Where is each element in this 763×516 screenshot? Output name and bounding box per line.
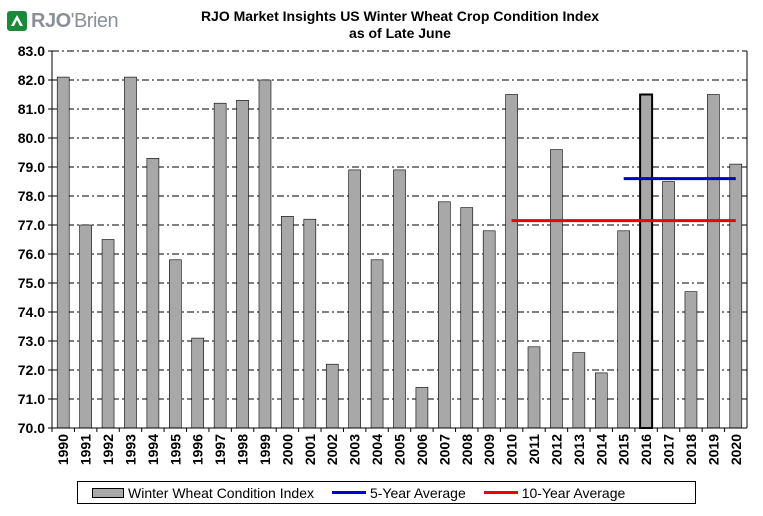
legend-item-condition-index: Winter Wheat Condition Index	[92, 485, 314, 501]
bar	[393, 169, 406, 429]
y-tick-label: 80.0	[18, 130, 45, 146]
bar	[303, 218, 317, 429]
x-tick-label: 2000	[279, 434, 295, 465]
bar	[460, 207, 474, 429]
bar	[258, 79, 272, 429]
bar	[505, 94, 518, 429]
y-tick-label: 70.0	[18, 420, 45, 436]
y-tick-label: 74.0	[18, 304, 45, 320]
y-tick-label: 83.0	[18, 43, 45, 59]
bar	[707, 94, 720, 429]
bar	[325, 363, 339, 429]
x-tick-label: 2009	[481, 434, 497, 465]
y-tick-label: 77.0	[18, 217, 45, 233]
bar	[662, 181, 675, 429]
x-tick-label: 2010	[504, 434, 520, 465]
bar	[550, 149, 563, 429]
bar	[415, 387, 429, 429]
legend-label-10yr: 10-Year Average	[521, 484, 626, 501]
bar	[370, 259, 384, 429]
legend-item-5yr: 5-Year Average	[331, 484, 466, 501]
legend-label-5yr: 5-Year Average	[369, 484, 466, 501]
y-tick-label: 72.0	[18, 362, 45, 378]
x-tick-label: 2016	[638, 434, 654, 465]
bar	[213, 102, 227, 429]
bar	[281, 216, 294, 429]
x-tick-label: 2014	[593, 434, 609, 465]
legend-5yr-swatch	[331, 491, 366, 494]
bar	[617, 230, 630, 429]
bar	[438, 201, 451, 429]
x-tick-label: 2005	[392, 434, 408, 465]
x-tick-label: 1999	[257, 434, 273, 465]
bar	[594, 372, 608, 429]
y-tick-label: 71.0	[18, 391, 45, 407]
x-tick-label: 2002	[324, 434, 340, 465]
bars	[56, 76, 743, 429]
y-tick-label: 75.0	[18, 275, 45, 291]
x-tick-label: 1993	[122, 434, 138, 465]
x-tick-label: 1996	[190, 434, 206, 465]
bar	[124, 76, 137, 429]
bar	[348, 169, 361, 429]
x-tick-label: 2001	[302, 434, 318, 465]
logo-text: RJO'Brien	[31, 9, 119, 32]
bar	[482, 230, 496, 429]
y-tick-label: 76.0	[18, 246, 45, 262]
average-lines	[511, 177, 736, 223]
x-tick-label: 2017	[661, 434, 677, 465]
x-tick-label: 2015	[616, 434, 632, 465]
x-tick-label: 2006	[414, 434, 430, 465]
x-tick-label: 1992	[100, 434, 116, 465]
legend-item-10yr: 10-Year Average	[483, 484, 626, 501]
chart-title-line-2: as of Late June	[349, 25, 451, 41]
x-tick-label: 1995	[167, 434, 183, 465]
bar	[101, 239, 115, 429]
y-tick-label: 79.0	[18, 159, 45, 175]
x-tick-label: 2013	[571, 434, 587, 465]
legend-label-condition-index: Winter Wheat Condition Index	[128, 484, 314, 501]
bar	[527, 346, 541, 429]
brand-logo: RJO'Brien	[6, 8, 119, 34]
x-tick-label: 2003	[347, 434, 363, 465]
x-tick-label: 2018	[683, 434, 699, 465]
chart-title-line-1: RJO Market Insights US Winter Wheat Crop…	[200, 8, 600, 24]
bar	[684, 291, 698, 429]
bar	[639, 93, 654, 429]
y-tick-label: 78.0	[18, 188, 45, 204]
legend-10yr-swatch	[483, 491, 518, 494]
x-tick-label: 1991	[78, 434, 94, 465]
x-tick-label: 2008	[459, 434, 475, 465]
x-tick-label: 2020	[728, 434, 744, 465]
x-tick-label: 1998	[235, 434, 251, 465]
bar	[169, 259, 182, 429]
bar	[191, 337, 205, 429]
bar	[236, 100, 249, 429]
bar	[56, 76, 70, 429]
x-tick-labels: 1990 1991 1992 1993 1994 1995 1996 1997 1998 1999…	[55, 434, 744, 465]
legend: Winter Wheat Condition Index 5-Year Aver…	[77, 481, 696, 504]
x-tick-label: 1990	[55, 434, 71, 465]
chart-title: RJO Market Insights US Winter Wheat Crop…	[0, 8, 763, 42]
axes	[48, 50, 748, 432]
bar	[572, 352, 586, 429]
x-tick-label: 2004	[369, 434, 385, 465]
x-tick-label: 1994	[145, 434, 161, 465]
bar	[146, 158, 160, 429]
x-tick-label: 2007	[436, 434, 452, 465]
y-tick-labels: 70.0 71.0 72.0 73.0 74.0 75.0 76.0 77.0 78.0 79.0…	[18, 43, 45, 436]
x-tick-label: 2011	[526, 434, 542, 465]
x-tick-label: 1997	[212, 434, 228, 465]
bar	[79, 224, 92, 429]
y-tick-label: 82.0	[18, 72, 45, 88]
logo-mark-icon	[7, 11, 27, 31]
x-tick-label: 2012	[548, 434, 564, 465]
bar	[729, 163, 743, 429]
x-tick-label: 2019	[705, 434, 721, 465]
y-tick-label: 73.0	[18, 333, 45, 349]
y-tick-label: 81.0	[18, 101, 45, 117]
legend-bar-swatch	[92, 487, 124, 498]
